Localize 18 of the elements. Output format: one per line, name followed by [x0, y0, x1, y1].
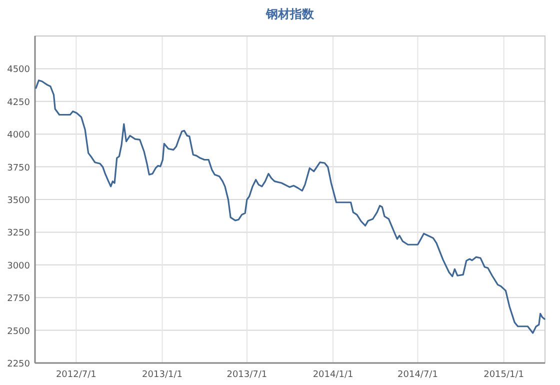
x-tick-label: 2013/1/1	[142, 370, 182, 380]
y-tick-label: 2500	[7, 326, 30, 337]
y-tick-label: 4250	[7, 98, 30, 108]
y-tick-label: 3750	[7, 163, 30, 174]
chart-title: 钢材指数	[265, 7, 315, 21]
x-tick-label: 2014/1/1	[312, 370, 354, 380]
x-tick-label: 2012/7/1	[56, 370, 96, 380]
line-series	[35, 80, 546, 334]
x-tick-label: 2015/1/1	[484, 370, 524, 380]
y-tick-label: 4000	[7, 130, 30, 141]
y-tick-label: 3250	[7, 228, 30, 239]
x-tick-label: 2013/7/1	[226, 370, 268, 380]
y-tick-label: 3000	[7, 261, 30, 272]
y-tick-label: 2250	[7, 360, 30, 370]
y-tick-label: 3500	[7, 196, 30, 206]
y-tick-label: 2750	[7, 294, 30, 304]
x-tick-label: 2014/7/1	[398, 370, 438, 380]
y-tick-label: 4500	[7, 65, 30, 76]
